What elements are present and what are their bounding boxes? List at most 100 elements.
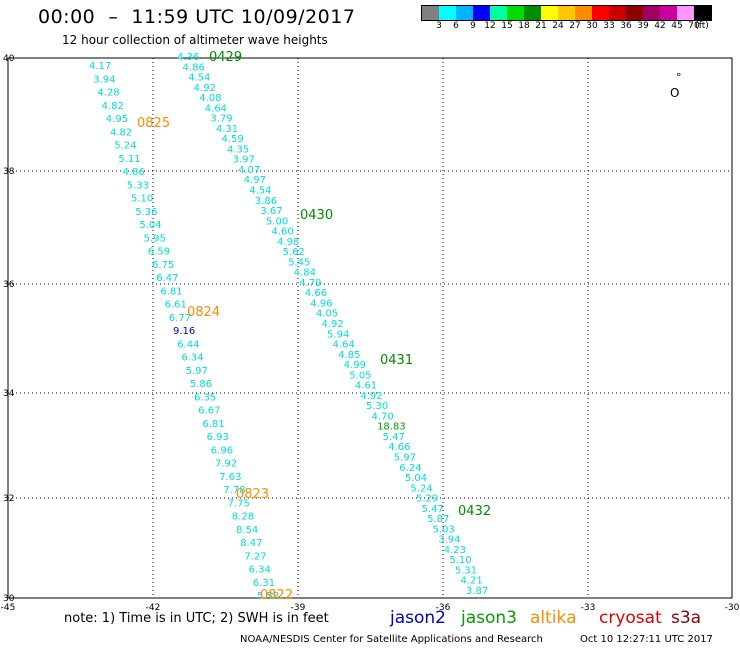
wave-height-value: 7.63 <box>219 472 241 483</box>
wave-height-value: 5.94 <box>327 329 349 340</box>
wave-height-value: 4.64 <box>333 340 355 351</box>
x-tick-label: -45 <box>1 603 16 613</box>
x-tick-label: -39 <box>291 603 306 613</box>
color-swatch <box>626 6 643 20</box>
y-tick-label: 32 <box>3 494 14 504</box>
x-tick-label: -36 <box>436 603 451 613</box>
wave-height-value: 6.47 <box>156 273 178 284</box>
wave-height-value: 4.97 <box>244 175 266 186</box>
wave-height-value: 4.95 <box>106 114 128 125</box>
wave-height-value: 18.83 <box>377 422 406 433</box>
legend-jason3: jason3 <box>461 608 517 628</box>
wave-height-value: 4.92 <box>194 83 216 94</box>
color-swatch <box>660 6 677 20</box>
color-scale-label: 30 <box>586 21 598 31</box>
pass-time-label: 0825 <box>137 116 170 131</box>
wave-height-value: 4.31 <box>216 124 238 135</box>
wave-height-value: 5.47 <box>422 504 444 515</box>
wave-height-value: 4.92 <box>322 319 344 330</box>
wave-height-value: 4.17 <box>89 61 111 72</box>
color-swatch <box>643 6 660 20</box>
island-dot: ° <box>676 71 682 84</box>
color-scale-label: 24 <box>552 21 564 31</box>
y-tick-label: 30 <box>3 594 15 604</box>
color-swatch <box>694 6 711 20</box>
wave-height-value: 6.77 <box>169 313 191 324</box>
pass-time-label: 0432 <box>458 504 491 519</box>
wave-height-value: 3.97 <box>233 155 255 166</box>
color-swatch <box>575 6 592 20</box>
page-title: 00:00 – 11:59 UTC 10/09/2017 <box>38 6 356 28</box>
wave-height-value: 5.47 <box>383 432 405 443</box>
color-scale-label: 21 <box>535 21 547 31</box>
wave-height-value: 5.30 <box>366 401 388 412</box>
wave-height-value: 4.35 <box>227 144 249 155</box>
wave-height-value: 4.85 <box>338 350 360 361</box>
wave-height-value: 6.67 <box>198 406 220 417</box>
color-scale-bar <box>421 5 712 21</box>
pass-time-label: 0822 <box>260 588 293 603</box>
wave-height-value: 5.04 <box>405 473 427 484</box>
wave-height-value: 4.59 <box>221 134 243 145</box>
wave-height-value: 6.59 <box>148 247 170 258</box>
wave-height-value: 5.31 <box>455 565 477 576</box>
island-label: O <box>670 86 679 100</box>
wave-height-value: 7.27 <box>244 551 266 562</box>
wave-height-value: 4.36 <box>177 52 199 63</box>
x-tick-label: -42 <box>146 603 161 613</box>
wave-height-value: 4.54 <box>188 73 210 84</box>
wave-height-value: 4.84 <box>294 268 316 279</box>
wave-height-value: 5.87 <box>427 514 449 525</box>
footer-credit: NOAA/NESDIS Center for Satellite Applica… <box>240 634 543 645</box>
wave-height-value: 4.82 <box>110 127 132 138</box>
color-scale-label: 27 <box>569 21 581 31</box>
wave-height-value: 4.05 <box>316 309 338 320</box>
wave-height-value: 6.93 <box>207 432 229 443</box>
color-scale-label: 70 <box>688 21 700 31</box>
y-tick-label: 36 <box>3 280 15 290</box>
wave-height-value: 5.62 <box>283 247 305 258</box>
color-scale-label: 9 <box>470 21 476 31</box>
footer-note: note: 1) Time is in UTC; 2) SWH is in fe… <box>64 611 329 626</box>
pass-time-label: 0823 <box>236 487 269 502</box>
wave-height-value: 5.03 <box>433 524 455 535</box>
wave-height-value: 6.35 <box>194 392 216 403</box>
wave-height-value: 5.11 <box>118 154 140 165</box>
wave-height-value: 3.94 <box>438 535 460 546</box>
wave-height-value: 5.36 <box>135 207 157 218</box>
y-tick-label: 38 <box>3 167 15 177</box>
wave-height-value: 5.58 <box>257 591 279 602</box>
wave-height-value: 6.24 <box>399 463 421 474</box>
color-swatch <box>541 6 558 20</box>
wave-height-value: 4.23 <box>444 545 466 556</box>
wave-height-value: 4.28 <box>97 88 119 99</box>
color-scale-label: 18 <box>518 21 530 31</box>
wave-height-value: 5.00 <box>266 216 288 227</box>
wave-height-value: 6.75 <box>152 260 174 271</box>
wave-height-value: 4.98 <box>277 237 299 248</box>
color-swatch <box>592 6 609 20</box>
wave-height-value: 5.24 <box>114 141 136 152</box>
wave-height-value: 4.08 <box>199 93 221 104</box>
wave-height-value: 5.97 <box>186 366 208 377</box>
wave-height-value: 5.33 <box>127 180 149 191</box>
wave-height-value: 7.92 <box>215 459 237 470</box>
color-scale-label: 36 <box>620 21 632 31</box>
wave-height-value: 5.97 <box>394 453 416 464</box>
wave-height-value: 6.81 <box>160 286 182 297</box>
wave-height-value: 3.86 <box>255 196 277 207</box>
wave-height-value: 6.31 <box>253 578 275 589</box>
wave-height-value: 4.66 <box>388 442 410 453</box>
color-scale-label: 15 <box>501 21 513 31</box>
wave-height-value: 4.82 <box>102 101 124 112</box>
color-swatch <box>609 6 626 20</box>
wave-height-value: 4.99 <box>344 360 366 371</box>
wave-height-value: 3.94 <box>93 74 115 85</box>
x-tick-label: -30 <box>725 603 740 613</box>
wave-height-value: 5.29 <box>416 494 438 505</box>
wave-height-value: 6.34 <box>181 353 203 364</box>
color-scale-label: 33 <box>603 21 615 31</box>
wave-height-value: 5.04 <box>139 220 161 231</box>
wave-height-value: 5.05 <box>349 370 371 381</box>
